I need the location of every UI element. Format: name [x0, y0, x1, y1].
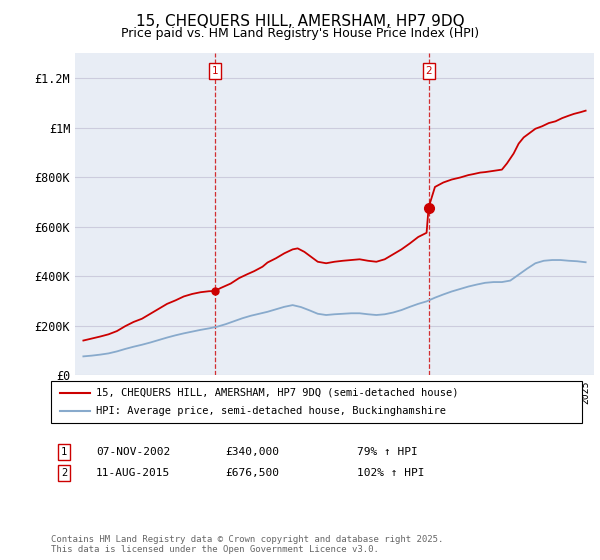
Text: £676,500: £676,500 [225, 468, 279, 478]
Text: Price paid vs. HM Land Registry's House Price Index (HPI): Price paid vs. HM Land Registry's House … [121, 27, 479, 40]
Text: 2: 2 [61, 468, 67, 478]
Text: 11-AUG-2015: 11-AUG-2015 [96, 468, 170, 478]
Text: Contains HM Land Registry data © Crown copyright and database right 2025.
This d: Contains HM Land Registry data © Crown c… [51, 535, 443, 554]
Text: 102% ↑ HPI: 102% ↑ HPI [357, 468, 425, 478]
Text: 1: 1 [211, 66, 218, 76]
Text: 15, CHEQUERS HILL, AMERSHAM, HP7 9DQ: 15, CHEQUERS HILL, AMERSHAM, HP7 9DQ [136, 14, 464, 29]
Text: 2: 2 [425, 66, 432, 76]
Text: HPI: Average price, semi-detached house, Buckinghamshire: HPI: Average price, semi-detached house,… [96, 406, 446, 416]
Text: 15, CHEQUERS HILL, AMERSHAM, HP7 9DQ (semi-detached house): 15, CHEQUERS HILL, AMERSHAM, HP7 9DQ (se… [96, 388, 458, 398]
Text: £340,000: £340,000 [225, 447, 279, 457]
Text: 07-NOV-2002: 07-NOV-2002 [96, 447, 170, 457]
Text: 1: 1 [61, 447, 67, 457]
Text: 79% ↑ HPI: 79% ↑ HPI [357, 447, 418, 457]
